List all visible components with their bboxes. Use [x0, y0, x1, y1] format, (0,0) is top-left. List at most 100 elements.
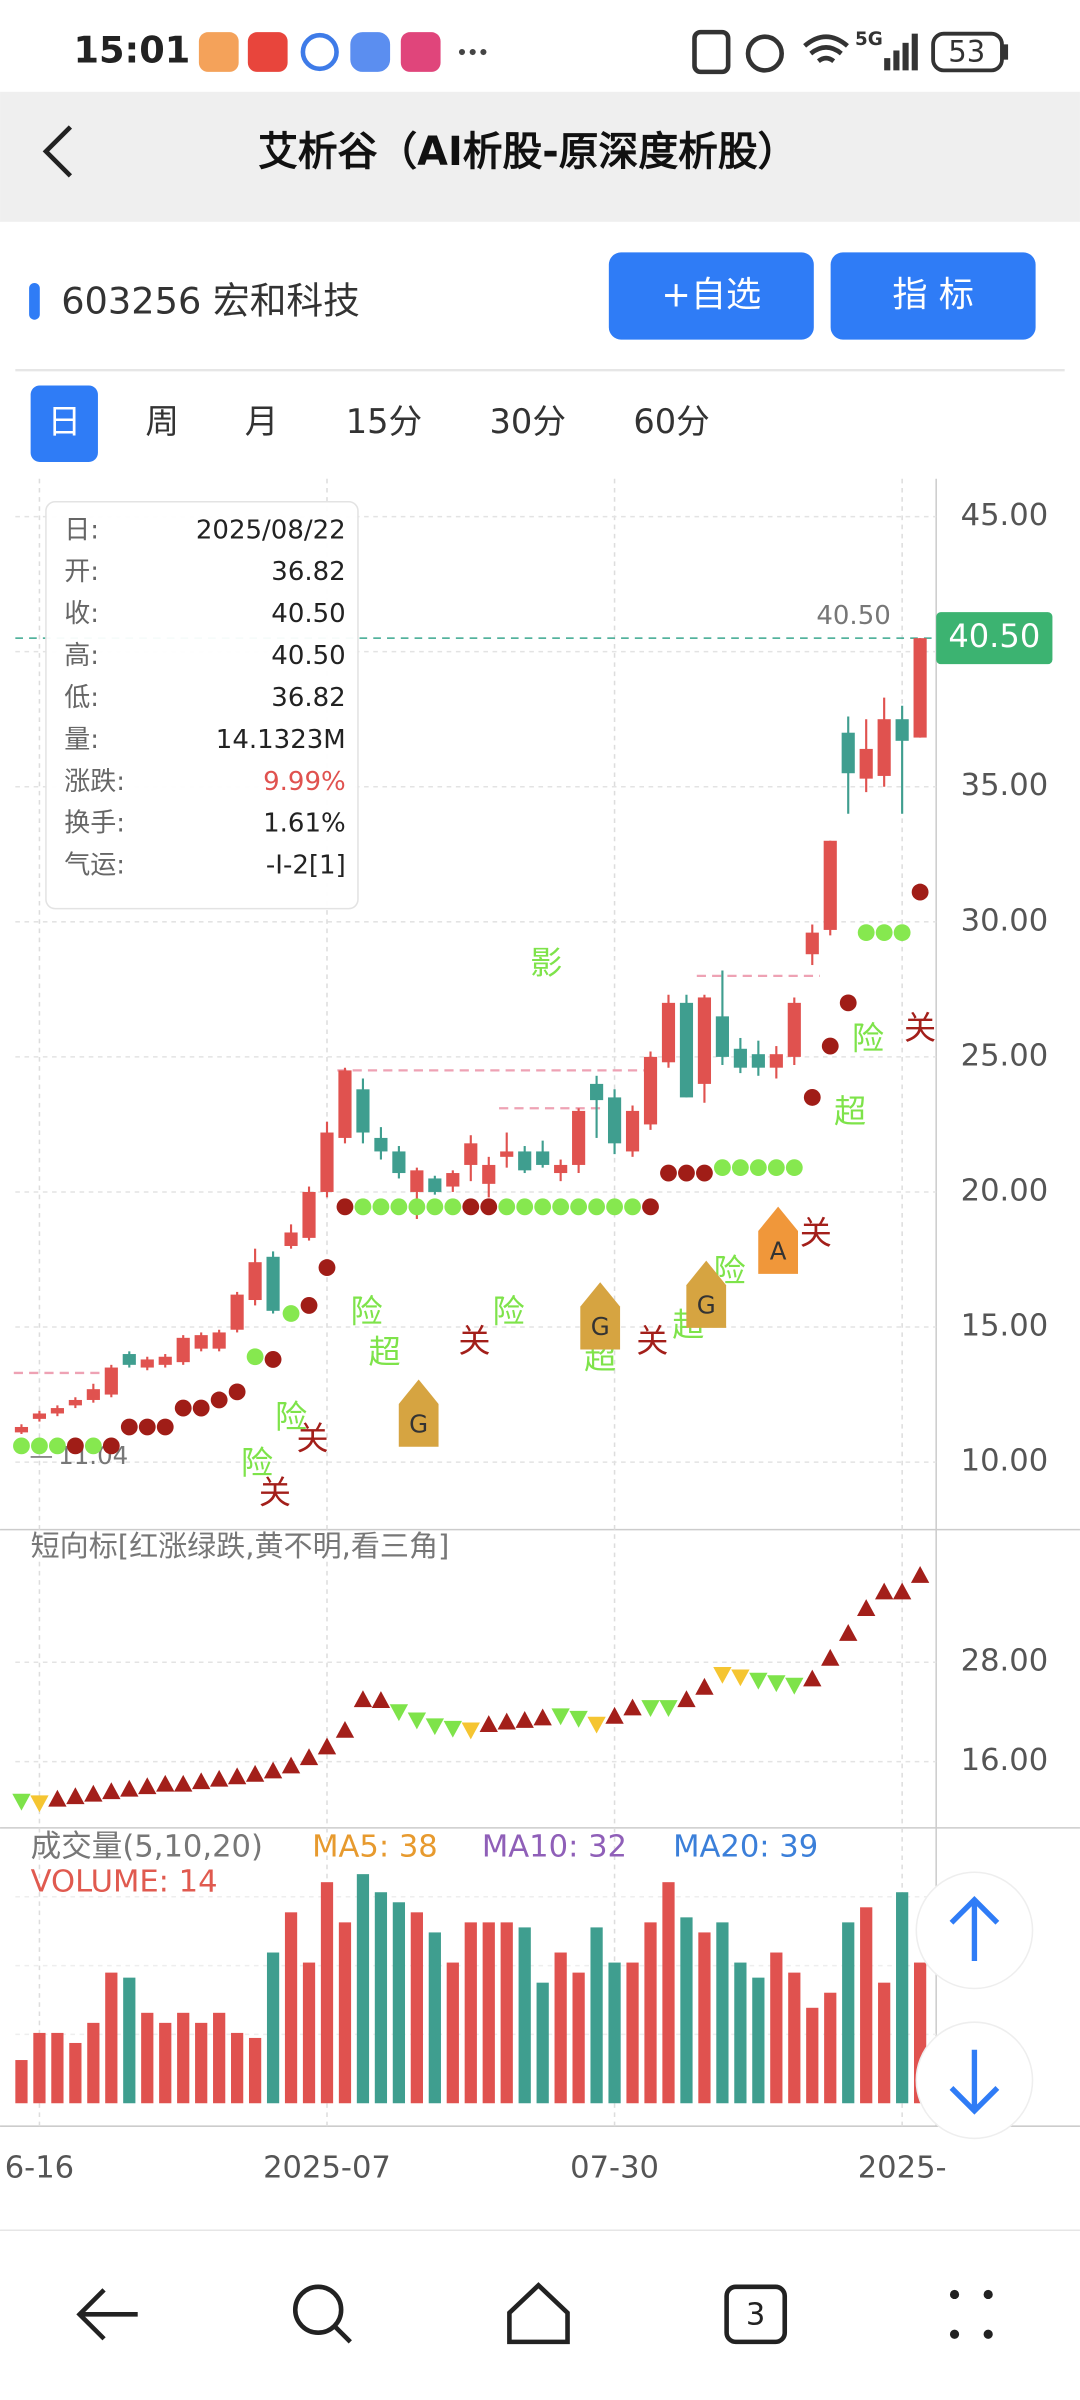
signal-badge — [398, 1379, 439, 1447]
signal-dot — [588, 1198, 606, 1216]
trend-triangle — [48, 1789, 67, 1807]
candle-body — [158, 1356, 172, 1365]
volume-bar — [716, 1922, 729, 2104]
trend-triangle — [30, 1795, 49, 1813]
candle-body — [68, 1399, 82, 1406]
period-tab[interactable]: 月 — [245, 402, 279, 441]
down-arrow — [949, 2049, 1000, 2115]
trend-triangle — [138, 1777, 157, 1795]
trend-triangle — [389, 1704, 409, 1722]
candle-body — [536, 1151, 550, 1165]
signal-badge-label: G — [409, 1409, 428, 1438]
signal-dot — [462, 1198, 480, 1216]
battery-level: 53 — [948, 35, 985, 69]
volume-bar — [644, 1922, 657, 2104]
volume-bar — [752, 1977, 765, 2104]
candle-body — [877, 719, 891, 776]
nav-search[interactable] — [292, 2284, 352, 2344]
trend-triangle — [120, 1779, 139, 1797]
signal-label: 关 — [458, 1322, 490, 1360]
candle-body — [392, 1151, 406, 1174]
volume-bar — [69, 2042, 82, 2104]
volume-bar — [662, 1882, 675, 2104]
candle-body — [230, 1294, 244, 1330]
trend-triangle — [874, 1582, 894, 1600]
volume-bar — [770, 1952, 783, 2104]
volume-bar — [231, 2032, 244, 2104]
candle-body — [428, 1178, 442, 1192]
signal-badge-label: G — [697, 1290, 716, 1319]
tooltip-label: 低: — [64, 683, 99, 713]
watchlist-button[interactable] — [608, 252, 814, 340]
candle-body — [751, 1054, 765, 1068]
candle-body — [302, 1191, 316, 1238]
volume-bar — [320, 1882, 334, 2104]
candle-body — [86, 1389, 100, 1400]
candle-body — [679, 1002, 694, 1098]
tooltip-value: 14.1323M — [216, 725, 346, 755]
signal-dot — [120, 1418, 138, 1436]
signal-dot — [678, 1164, 695, 1182]
volume-bar — [680, 1917, 693, 2104]
period-tab[interactable]: 30分 — [490, 402, 566, 441]
candle-body — [248, 1262, 262, 1301]
volume-bar — [15, 2060, 28, 2104]
trend-triangle — [443, 1720, 462, 1738]
signal-dot — [66, 1437, 84, 1455]
signal-dot — [102, 1437, 120, 1455]
nav-menu[interactable] — [949, 2289, 993, 2339]
nav-home[interactable] — [507, 2282, 570, 2345]
signal-dot — [408, 1198, 426, 1216]
volume-bar — [374, 1892, 388, 2104]
signal-dot — [300, 1297, 318, 1314]
trend-triangle — [659, 1700, 678, 1717]
trend-triangle — [785, 1677, 804, 1695]
signal-dot — [138, 1418, 156, 1436]
trend-triangle — [533, 1708, 552, 1726]
candle-body — [176, 1337, 190, 1363]
signal-badge-label: A — [770, 1236, 787, 1265]
chart-area: 6-16 2025-07 07-30 2025- 10.00 15.00 20.00 25.0… — [0, 478, 1080, 2186]
nav-back[interactable] — [76, 2288, 138, 2341]
trend-triangle — [461, 1722, 480, 1740]
signal-dot — [336, 1198, 354, 1216]
trend-triangle — [317, 1737, 337, 1755]
period-tab[interactable]: 周 — [145, 402, 179, 441]
period-tabs: 日 周 月 15分 30分 60分 — [47, 402, 709, 441]
period-tab[interactable]: 60分 — [633, 402, 709, 441]
volume-bar — [105, 1972, 118, 2104]
tooltip-label: 换手: — [64, 809, 125, 839]
volume-bar — [159, 2022, 172, 2104]
active-tab[interactable] — [30, 385, 98, 462]
volume-bar — [824, 1992, 837, 2104]
volume-bar — [266, 1952, 280, 2104]
signal-dot — [210, 1391, 228, 1409]
last-price-note: 40.50 — [816, 601, 890, 631]
tooltip-label: 量: — [64, 725, 99, 755]
period-tab[interactable]: 15分 — [346, 402, 422, 441]
signal-dot — [839, 994, 857, 1012]
volume-bar — [87, 2022, 100, 2104]
period-tab[interactable]: 日 — [47, 402, 81, 441]
last-price-label: 40.50 — [948, 617, 1040, 655]
signal-label: 险 — [852, 1020, 884, 1058]
nav-tabs[interactable] — [724, 2284, 788, 2345]
back-button[interactable] — [42, 125, 73, 178]
volume-bar — [608, 1962, 621, 2104]
volume-bar — [518, 1927, 531, 2104]
candle-body — [895, 719, 909, 741]
signal-dot — [516, 1198, 534, 1216]
watchlist-button-label[interactable]: +自选 — [661, 275, 761, 316]
trend-triangle — [695, 1677, 714, 1695]
signal-dot — [318, 1259, 336, 1277]
indicator-button[interactable] — [830, 252, 1036, 340]
trend-triangle — [910, 1566, 930, 1583]
trend-triangle — [749, 1672, 768, 1690]
candle-body — [284, 1232, 298, 1246]
indicator-button-label[interactable]: 指 标 — [892, 275, 974, 316]
x-tick-label: 6-16 — [5, 2151, 74, 2186]
candle-body — [841, 732, 855, 774]
signal-dot — [642, 1198, 659, 1216]
volume-bar — [213, 2012, 226, 2104]
tooltip-label: 气运: — [64, 851, 125, 881]
